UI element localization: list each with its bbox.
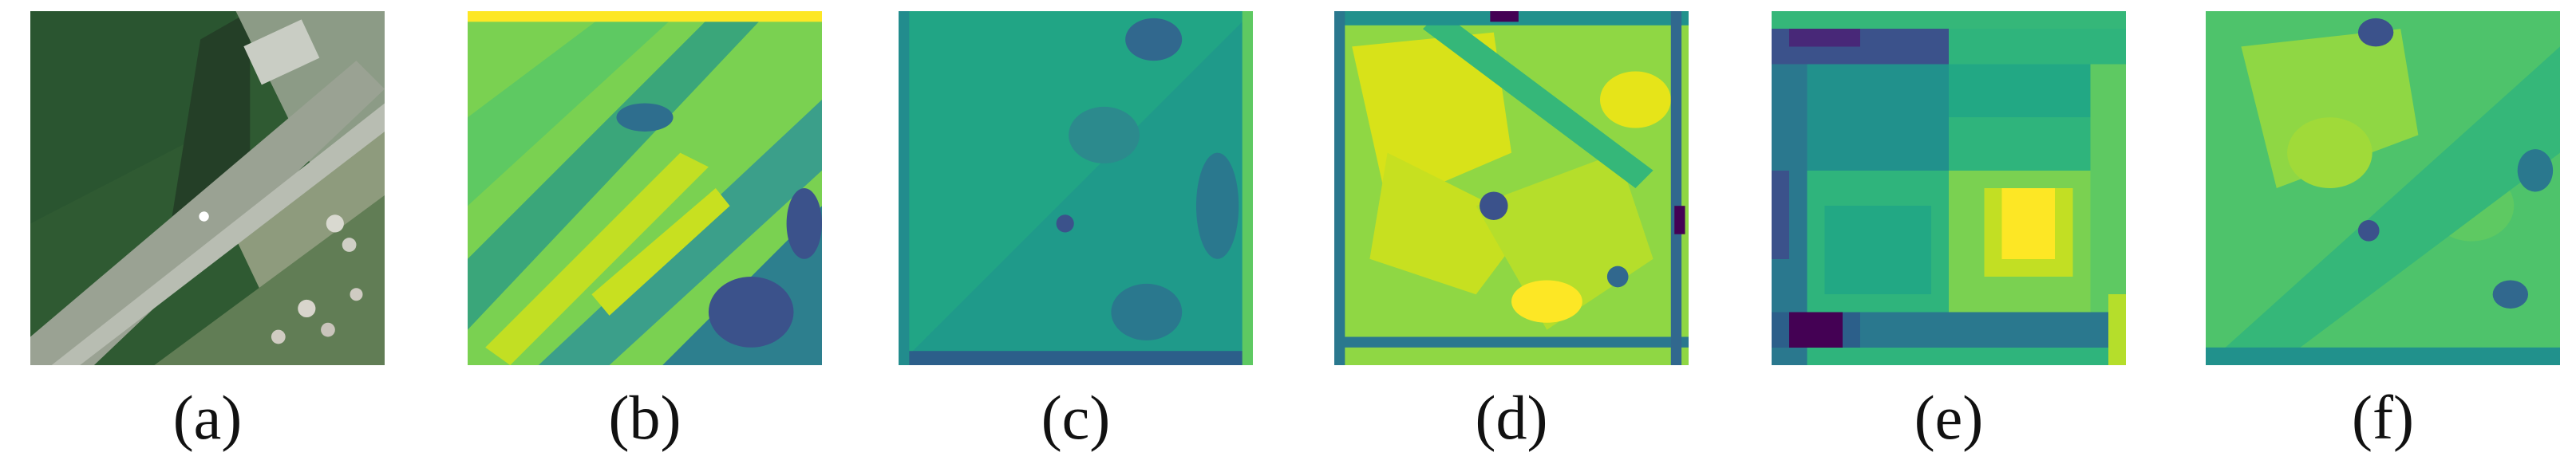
panel-f	[2206, 11, 2560, 365]
panel-b	[468, 11, 822, 365]
panel-e	[1772, 11, 2126, 365]
caption-b: (b)	[608, 383, 682, 452]
heatmap-b	[468, 11, 822, 365]
panel-c	[899, 11, 1253, 365]
heatmap-c	[899, 11, 1253, 365]
panel-d	[1334, 11, 1689, 365]
caption-d: (d)	[1475, 383, 1548, 452]
caption-a: (a)	[172, 383, 243, 452]
caption-c: (c)	[1041, 383, 1111, 452]
panel-a	[30, 11, 385, 365]
heatmap-d	[1334, 11, 1689, 365]
caption-f: (f)	[2352, 383, 2414, 452]
caption-e: (e)	[1914, 383, 1984, 452]
aerial-photo	[30, 11, 385, 365]
heatmap-f	[2206, 11, 2560, 365]
heatmap-e	[1772, 11, 2126, 365]
